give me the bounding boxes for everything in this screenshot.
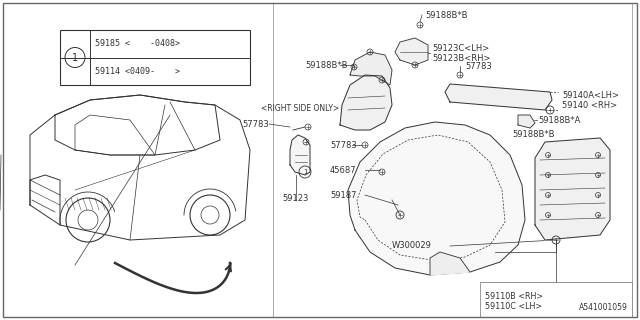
Polygon shape: [348, 122, 525, 275]
Text: 57783: 57783: [243, 119, 269, 129]
Text: 59110C <LH>: 59110C <LH>: [485, 302, 542, 311]
Text: 45687: 45687: [330, 165, 356, 174]
Polygon shape: [535, 138, 610, 240]
Text: A541001059: A541001059: [579, 303, 628, 312]
Text: 59188B*B: 59188B*B: [513, 130, 556, 139]
Text: 59188B*A: 59188B*A: [538, 116, 580, 124]
Text: 57783: 57783: [465, 61, 492, 70]
Bar: [60, 30, 250, 85]
Text: 59185 <    -0408>: 59185 < -0408>: [95, 39, 180, 48]
Text: 59123: 59123: [283, 194, 309, 203]
Text: 59187: 59187: [330, 190, 356, 199]
Text: 1: 1: [303, 169, 307, 175]
Text: 59140A<LH>: 59140A<LH>: [562, 91, 619, 100]
Text: 59123B<RH>: 59123B<RH>: [432, 53, 490, 62]
Bar: [480, 282, 632, 317]
Text: 1: 1: [72, 52, 78, 62]
Text: <RIGHT SIDE ONLY>: <RIGHT SIDE ONLY>: [261, 103, 339, 113]
Text: 59188B*B: 59188B*B: [425, 11, 467, 20]
Text: 59123C<LH>: 59123C<LH>: [432, 44, 489, 52]
Text: 59110B <RH>: 59110B <RH>: [485, 292, 543, 301]
Text: 59140 <RH>: 59140 <RH>: [562, 100, 617, 109]
Polygon shape: [290, 135, 310, 175]
Text: W300029: W300029: [392, 242, 432, 251]
Polygon shape: [340, 75, 392, 130]
Polygon shape: [395, 38, 428, 65]
Polygon shape: [518, 115, 535, 128]
Text: 59188B*B: 59188B*B: [305, 60, 348, 69]
Text: 59114 <0409-    >: 59114 <0409- >: [95, 67, 180, 76]
Polygon shape: [445, 84, 552, 110]
Polygon shape: [350, 52, 392, 85]
Polygon shape: [430, 252, 470, 275]
Text: 57783: 57783: [330, 140, 356, 149]
